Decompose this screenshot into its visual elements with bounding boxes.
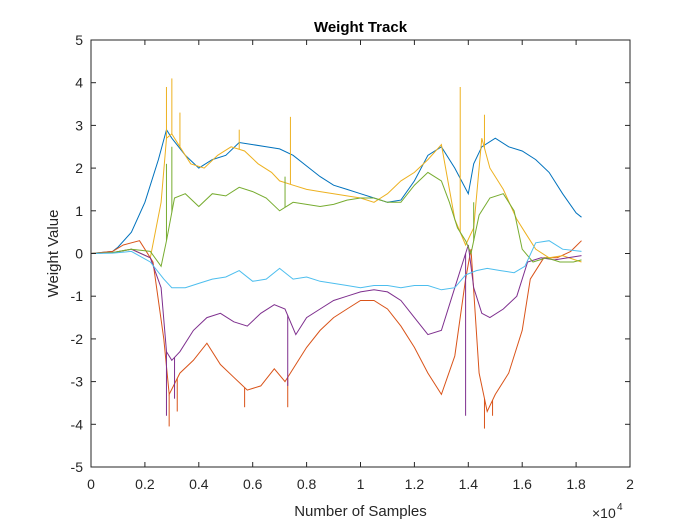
series-3 (90, 78, 582, 263)
y-tick-label: 3 (75, 117, 83, 133)
x-exponent: ×10 4 (592, 502, 623, 521)
y-tick-label: 1 (75, 203, 83, 219)
x-tick-label: 0.8 (297, 476, 317, 492)
chart-title: Weight Track (314, 19, 408, 36)
series-6 (90, 240, 582, 291)
x-exponent-power: 4 (617, 502, 623, 513)
x-tick-label: 1.2 (405, 476, 425, 492)
series-2-line (90, 240, 582, 414)
series-1 (90, 128, 582, 254)
x-tick-label: 0 (87, 476, 95, 492)
plot-area (91, 40, 630, 467)
series-1-line (90, 128, 582, 254)
y-tick-label: 5 (75, 32, 83, 48)
y-tick-label: -1 (71, 288, 84, 304)
series-layer (90, 78, 582, 429)
series-3-line (90, 133, 582, 263)
series-6-line (90, 240, 582, 291)
x-tick-label: 0.4 (189, 476, 209, 492)
series-4 (90, 244, 582, 416)
y-tick-label: -5 (71, 459, 84, 475)
tick-layer: 0 0.2 0.4 0.6 0.8 1 1.2 1.4 1.6 1.8 2 -5 -4 -3 -2 -1 0 1 2… (71, 32, 635, 492)
x-axis-label: Number of Samples (294, 503, 427, 520)
series-5 (90, 146, 582, 268)
y-axis-label: Weight Value (45, 210, 62, 298)
x-exponent-base: ×10 (592, 505, 616, 521)
x-tick-label: 2 (626, 476, 634, 492)
y-tick-label: 0 (75, 246, 83, 262)
x-tick-label: 1.6 (512, 476, 532, 492)
x-tick-label: 0.2 (135, 476, 155, 492)
y-tick-label: -3 (71, 374, 84, 390)
series-5-line (90, 171, 582, 268)
series-4-line (90, 244, 582, 362)
x-tick-label: 1.8 (566, 476, 586, 492)
series-2 (90, 240, 582, 429)
x-tick-label: 1 (357, 476, 365, 492)
x-tick-label: 0.6 (243, 476, 263, 492)
y-tick-label: -2 (71, 331, 84, 347)
y-tick-label: 2 (75, 160, 83, 176)
y-tick-label: -4 (71, 416, 84, 432)
x-tick-label: 1.4 (459, 476, 479, 492)
y-tick-label: 4 (75, 75, 83, 91)
